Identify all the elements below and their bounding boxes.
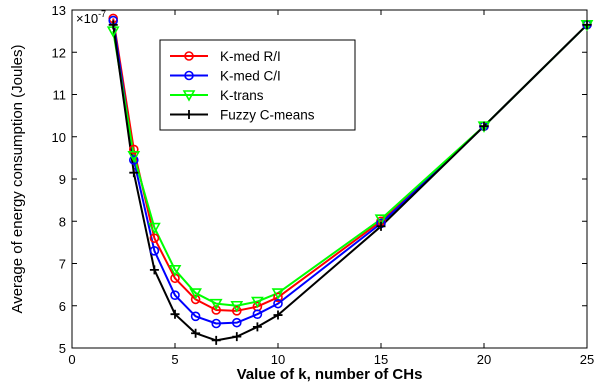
data-point-k-trans [127,150,141,163]
data-point-k-med-c-i [252,309,263,320]
data-point-k-med-r-i [211,305,221,315]
data-point-k-med-c-i [149,246,160,256]
legend-label-k-trans: K-trans [220,88,264,103]
legend: K-med R/I K-med C/I K-trans Fuzzy C-means [159,39,356,131]
data-point-k-med-c-i [170,290,180,300]
data-point-k-trans [374,214,388,226]
data-point-k-trans [189,288,202,300]
data-point-fuzzy-c-means [170,309,180,319]
x-tick-label: 5 [171,352,178,367]
data-point-k-med-r-i [232,306,242,316]
data-point-fuzzy-c-means [191,328,201,338]
y-tick-label: 8 [59,214,66,229]
y-axis-ticks: 5 6 7 8 9 10 11 12 13 [52,3,587,356]
y-tick-label: 12 [52,45,66,60]
data-point-k-trans [168,265,182,277]
data-point-fuzzy-c-means [108,20,118,30]
x-tick-label: 0 [68,352,75,367]
data-point-k-med-r-i [190,294,201,305]
data-point-k-trans [230,300,244,313]
data-point-k-med-c-i [211,318,221,329]
data-point-k-trans [148,222,161,235]
series-line-k-trans [112,24,588,307]
x-tick-label: 15 [374,352,388,367]
data-point-fuzzy-c-means [232,332,242,342]
x-axis-label: Value of k, number of CHs [237,366,423,383]
data-point-k-med-r-i [273,292,283,303]
data-point-fuzzy-c-means [129,168,139,178]
x-tick-label: 25 [580,352,594,367]
y-axis-multiplier: ×10-7 [76,9,106,26]
y-tick-label: 10 [52,130,66,145]
data-point-fuzzy-c-means [149,265,159,275]
legend-marker-k-trans [182,90,196,102]
data-point-fuzzy-c-means [211,335,221,345]
legend-label-k-med-r-i: K-med R/I [220,49,281,64]
y-axis-label: Average of energy consumption (Joules) [9,44,26,313]
data-point-fuzzy-c-means [273,310,283,320]
y-tick-label: 7 [59,257,66,272]
data-point-k-med-c-i [190,311,201,322]
series-markers [106,13,594,345]
x-tick-label: 20 [477,352,491,367]
y-tick-label: 6 [59,299,66,314]
data-point-fuzzy-c-means [479,121,489,131]
legend-marker-fuzzy-c-means [184,110,194,119]
legend-marker-k-med-c-i [184,70,194,81]
legend-label-fuzzy-c-means: Fuzzy C-means [220,108,315,123]
x-tick-label: 10 [271,352,285,367]
y-tick-label: 5 [59,341,66,356]
y-tick-label: 11 [53,88,67,103]
y-tick-label: 13 [52,3,66,18]
data-point-k-trans [209,298,223,311]
data-point-fuzzy-c-means [252,322,262,332]
data-point-k-trans [271,288,285,300]
legend-label-k-med-c-i: K-med C/I [220,69,281,84]
data-point-fuzzy-c-means [376,221,386,231]
legend-marker-k-med-r-i [184,51,194,61]
x-axis-ticks: 0 5 10 15 20 25 [68,10,594,367]
data-point-fuzzy-c-means [582,20,592,30]
y-tick-label: 9 [59,172,66,187]
data-point-k-med-c-i [232,317,242,328]
data-point-k-trans [251,296,264,309]
data-point-k-med-r-i [129,144,139,155]
data-point-k-med-c-i [129,155,139,165]
